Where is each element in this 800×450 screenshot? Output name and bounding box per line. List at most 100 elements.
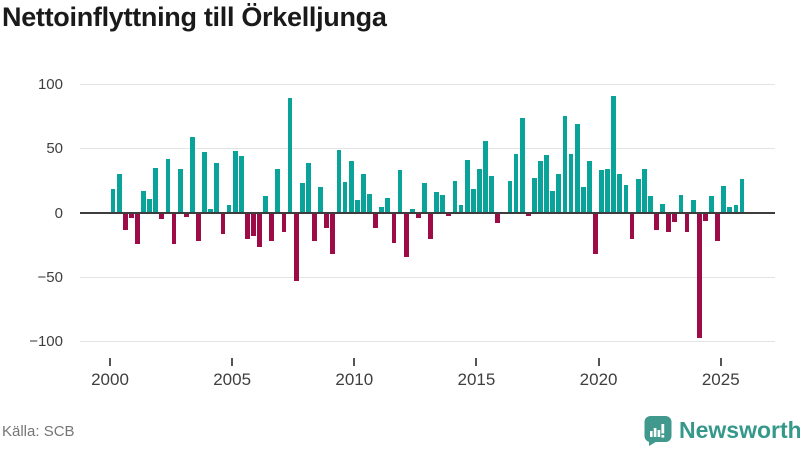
bar-2011-q3: [391, 213, 397, 243]
chart-title: Nettoinflyttning till Örkelljunga: [2, 2, 387, 32]
newsworthy-brand-link[interactable]: Newsworthy: [644, 414, 800, 446]
bar-2018-q3: [562, 116, 568, 213]
bar-2000-q3: [122, 213, 128, 230]
bar-2023-q4: [690, 200, 696, 213]
bar-2025-q2: [727, 206, 733, 213]
gridline-100: [80, 83, 775, 85]
bar-2019-q4: [593, 213, 598, 255]
bar-2020-q2: [605, 169, 611, 213]
bar-2021-q2: [629, 213, 635, 239]
bar-2018-q4: [568, 153, 574, 213]
bar-2005-q2: [238, 156, 244, 213]
bar-2001-q1: [135, 213, 140, 244]
bar-2024-q3: [709, 196, 714, 213]
x-axis-tick-2010: [353, 358, 356, 366]
bar-2005-q3: [244, 213, 250, 239]
bar-2012-q3: [415, 213, 421, 219]
bar-2008-q2: [312, 213, 317, 242]
bar-2025-q3: [733, 205, 739, 213]
x-axis-tick-label-2005: 2005: [213, 370, 252, 389]
bar-2024-q2: [702, 213, 708, 221]
bar-2014-q2: [458, 205, 464, 213]
bar-2016-q4: [519, 117, 525, 213]
x-axis-tick-label-2010: 2010: [335, 370, 374, 389]
y-axis-tick-label-100: 100: [37, 75, 63, 93]
gridline--100: [80, 341, 775, 343]
bar-2000-q4: [128, 213, 134, 219]
bar-2025-q4: [739, 179, 745, 213]
bar-2018-q2: [556, 174, 562, 213]
x-axis-tick-label-2000: 2000: [91, 370, 129, 389]
bar-2017-q3: [538, 161, 543, 213]
bar-2017-q1: [525, 213, 531, 216]
bar-2016-q2: [507, 180, 513, 213]
bar-2022-q1: [648, 196, 653, 213]
bar-2022-q3: [660, 203, 666, 213]
bar-2003-q3: [196, 213, 201, 242]
y-axis-tick-label--100: −100: [29, 333, 63, 351]
bar-2001-q3: [147, 198, 153, 213]
bar-2012-q2: [409, 209, 415, 213]
bar-2025-q1: [721, 185, 727, 213]
bar-2004-q1: [208, 209, 214, 213]
y-axis-tick-label-0: 0: [54, 204, 63, 222]
bar-2005-q1: [232, 151, 238, 213]
bar-2009-q1: [330, 213, 336, 255]
bar-2014-q1: [452, 180, 458, 213]
gridline-50: [80, 148, 775, 150]
y-axis-tick-label-50: 50: [46, 140, 63, 158]
bar-2024-q1: [696, 213, 702, 338]
bar-2009-q2: [336, 149, 342, 213]
bar-2014-q3: [464, 160, 470, 213]
bar-2021-q3: [635, 179, 641, 213]
bar-2015-q4: [495, 213, 501, 224]
bar-2004-q3: [220, 213, 226, 234]
bar-2016-q3: [513, 153, 519, 213]
bar-2019-q3: [586, 161, 592, 213]
bar-2004-q2: [214, 162, 220, 213]
bar-2000-q1: [110, 188, 116, 213]
bar-2015-q2: [483, 140, 488, 213]
x-axis-tick-label-2015: 2015: [457, 370, 496, 389]
bar-2002-q2: [165, 158, 171, 213]
bar-2012-q1: [403, 213, 409, 257]
bar-2006-q4: [275, 169, 281, 213]
x-axis-tick-2005: [231, 358, 234, 366]
bar-2003-q2: [189, 136, 195, 213]
bar-2023-q1: [672, 213, 678, 223]
x-axis-tick-label-2025: 2025: [701, 370, 740, 389]
bar-2017-q4: [544, 155, 549, 213]
bar-2019-q1: [574, 124, 580, 213]
source-label: Källa: SCB: [2, 423, 75, 440]
bar-2000-q2: [116, 174, 122, 213]
bar-2020-q4: [617, 174, 623, 213]
bar-2013-q2: [434, 192, 440, 213]
bar-2009-q4: [348, 161, 354, 213]
bar-2012-q4: [422, 183, 427, 213]
x-axis-tick-2000: [109, 358, 111, 366]
bar-2007-q4: [299, 183, 305, 213]
bar-2006-q2: [263, 196, 269, 213]
bar-2002-q1: [159, 213, 165, 220]
bar-2010-q2: [360, 174, 366, 213]
bar-2014-q4: [470, 188, 476, 213]
bar-2007-q2: [287, 98, 293, 213]
newsworthy-brand-name: Newsworthy: [679, 417, 800, 443]
bar-2019-q2: [580, 187, 586, 213]
bar-2015-q1: [477, 169, 482, 213]
bar-2023-q3: [684, 213, 690, 233]
bar-2007-q3: [293, 213, 299, 282]
bar-2015-q3: [489, 175, 495, 213]
bar-2003-q4: [202, 152, 207, 213]
bar-2011-q4: [397, 170, 403, 213]
bar-2023-q2: [678, 194, 684, 213]
x-axis-tick-2015: [475, 358, 478, 366]
bar-2010-q1: [354, 200, 360, 213]
bar-2011-q1: [379, 206, 385, 213]
bar-2001-q4: [153, 167, 159, 213]
bar-2002-q3: [171, 213, 177, 244]
bar-2013-q3: [440, 194, 446, 213]
newsworthy-logo-icon: [644, 415, 672, 446]
